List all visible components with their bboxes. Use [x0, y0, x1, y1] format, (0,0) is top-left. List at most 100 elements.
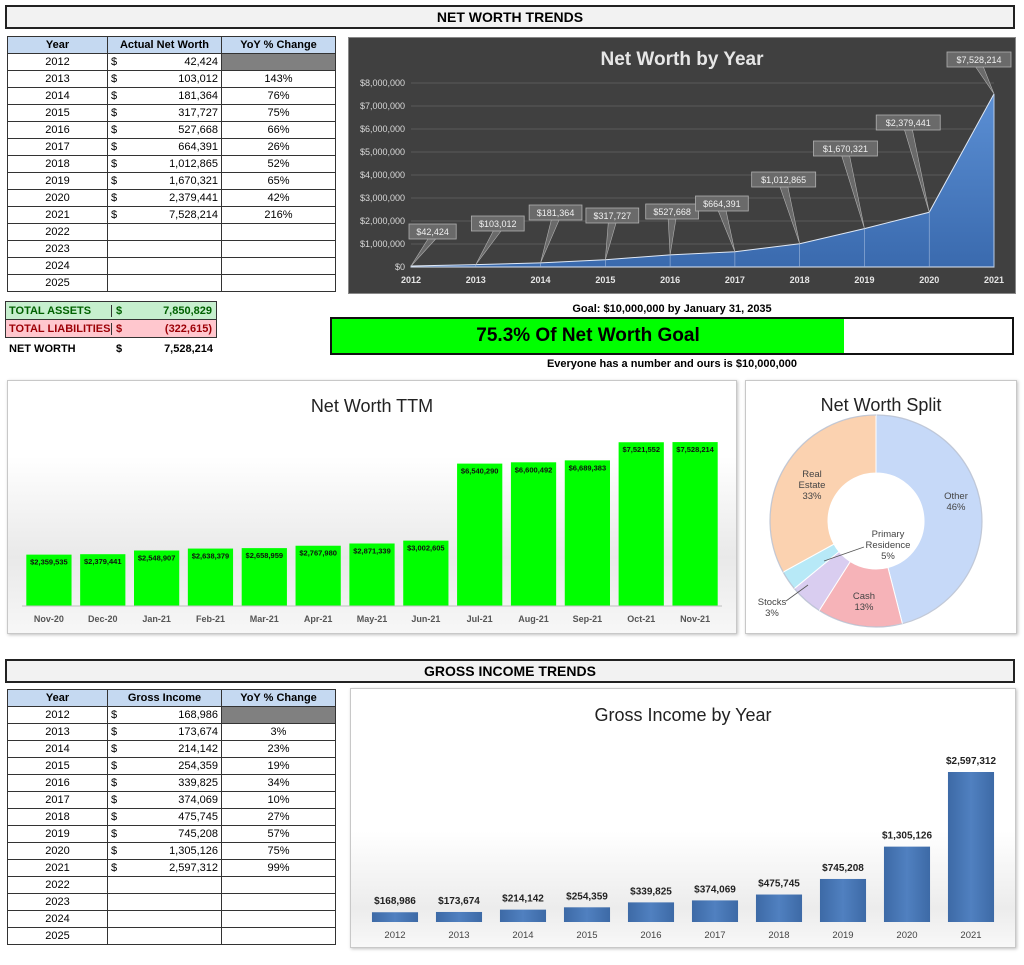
table-row: 2024 [7, 257, 336, 275]
x-tick-label: Jun-21 [411, 614, 440, 624]
bar-data-label: $2,638,379 [192, 552, 230, 561]
data-label: $2,379,441 [886, 118, 931, 128]
currency-symbol: $ [111, 90, 118, 102]
amount: 42,424 [184, 56, 218, 68]
table-row: 2022 [7, 223, 336, 241]
slice-edge [818, 609, 903, 628]
currency-symbol: $ [111, 56, 118, 68]
money-value: $254,359 [111, 760, 218, 772]
x-tick-label: Dec-20 [88, 614, 118, 624]
chart-title: Gross Income by Year [594, 705, 771, 725]
money-value: $475,745 [111, 811, 218, 823]
table-row: 2018 $475,745 27% [7, 808, 336, 826]
ttm-bar [403, 540, 449, 606]
table-row: 2016 $527,668 66% [7, 121, 336, 139]
year-cell: 2015 [7, 757, 108, 775]
callout-pointer [667, 217, 677, 255]
yoy-cell: 57% [221, 825, 336, 843]
net-worth-summary: TOTAL ASSETS $ 7,850,829 TOTAL LIABILITI… [5, 301, 217, 357]
year-cell: 2020 [7, 842, 108, 860]
table-row: 2019 $745,208 57% [7, 825, 336, 843]
bar-data-label: $6,600,492 [515, 465, 553, 474]
currency-symbol: $ [111, 828, 118, 840]
data-label-box [528, 204, 583, 221]
amount: 254,359 [178, 760, 218, 772]
table-row: 2021 $7,528,214 216% [7, 206, 336, 224]
x-tick-label: 2017 [704, 930, 725, 941]
x-tick-label: Feb-21 [196, 614, 225, 624]
money-value: $42,424 [111, 56, 218, 68]
year-cell: 2018 [7, 808, 108, 826]
bar-data-label: $475,745 [758, 879, 800, 890]
yoy-cell: 66% [221, 121, 336, 139]
x-tick-label: 2015 [576, 930, 597, 941]
money-value: $339,825 [111, 777, 218, 789]
year-cell: 2018 [7, 155, 108, 173]
amount: 475,745 [178, 811, 218, 823]
yoy-cell [221, 876, 336, 894]
x-tick-label: 2013 [448, 930, 469, 941]
gross-income-by-year-chart: Gross Income by Year $168,986 2012 $173,674… [350, 688, 1016, 948]
yoy-cell [221, 240, 336, 258]
income-bar [371, 912, 419, 922]
value-cell: $1,670,321 [107, 172, 222, 190]
table-row: 2018 $1,012,865 52% [7, 155, 336, 173]
value-cell [107, 274, 222, 292]
y-tick-label: $8,000,000 [360, 78, 405, 88]
gross-income-table-body: 2012 $168,986 2013 $173,674 3% 2014 $214,142 23… [7, 706, 336, 945]
gross-income-by-year-svg: Gross Income by Year $168,986 2012 $173,674… [371, 705, 996, 941]
ttm-bar [457, 463, 503, 606]
ttm-bar [241, 548, 287, 606]
yoy-cell: 26% [221, 138, 336, 156]
data-label-box [585, 207, 640, 224]
data-label: $527,668 [653, 207, 691, 217]
value-cell: $2,597,312 [107, 859, 222, 877]
year-cell: 2019 [7, 172, 108, 190]
year-cell: 2022 [7, 876, 108, 894]
chart-title: Net Worth by Year [601, 49, 765, 70]
slice-percent-label: 3% [765, 608, 779, 619]
value-cell: $339,825 [107, 774, 222, 792]
income-bar [563, 907, 611, 922]
net-worth-title-text: NET WORTH TRENDS [436, 9, 584, 25]
data-label-box [875, 114, 941, 131]
table-row: 2015 $317,727 75% [7, 104, 336, 122]
net-worth-table-body: 2012 $42,424 2013 $103,012 143% 2014 $181,364 7… [7, 53, 336, 292]
currency-symbol: $ [111, 141, 118, 153]
currency-symbol: $ [111, 209, 118, 221]
x-tick-label: Aug-21 [518, 614, 549, 624]
bar-data-label: $2,548,907 [138, 554, 176, 563]
x-tick-label: 2014 [531, 275, 551, 285]
goal-footnote: Everyone has a number and ours is $10,00… [546, 358, 798, 370]
table-row: 2012 $42,424 [7, 53, 336, 71]
value-cell: $745,208 [107, 825, 222, 843]
value-cell [107, 927, 222, 945]
amount: 2,379,441 [169, 192, 218, 204]
value-cell: $2,379,441 [107, 189, 222, 207]
yoy-cell [221, 706, 336, 724]
bar-data-label: $6,540,290 [461, 467, 499, 476]
currency-symbol: $ [111, 175, 118, 187]
x-tick-label: 2014 [512, 930, 533, 941]
net-worth-ttm-chart: Net Worth TTM $2,359,535 Nov-20 $2,379,441 D… [7, 380, 737, 634]
table-row: 2013 $173,674 3% [7, 723, 336, 741]
value-cell: $7,528,214 [107, 206, 222, 224]
value-cell [107, 257, 222, 275]
amount: 745,208 [178, 828, 218, 840]
value-cell: $374,069 [107, 791, 222, 809]
x-tick-label: Jul-21 [467, 614, 493, 624]
bar-data-label: $173,674 [438, 896, 480, 907]
yoy-cell: 10% [221, 791, 336, 809]
table-row: 2020 $2,379,441 42% [7, 189, 336, 207]
amount: 2,597,312 [169, 862, 218, 874]
money-value: $181,364 [111, 90, 218, 102]
total-assets-label: TOTAL ASSETS [6, 304, 112, 317]
data-label: $317,727 [594, 211, 632, 221]
bar-data-label: $6,689,383 [569, 463, 607, 472]
callout-pointer [717, 209, 736, 252]
value-cell: $254,359 [107, 757, 222, 775]
x-tick-label: 2016 [660, 275, 680, 285]
money-value: $103,012 [111, 73, 218, 85]
table-row: 2014 $181,364 76% [7, 87, 336, 105]
data-label-box [695, 195, 749, 212]
